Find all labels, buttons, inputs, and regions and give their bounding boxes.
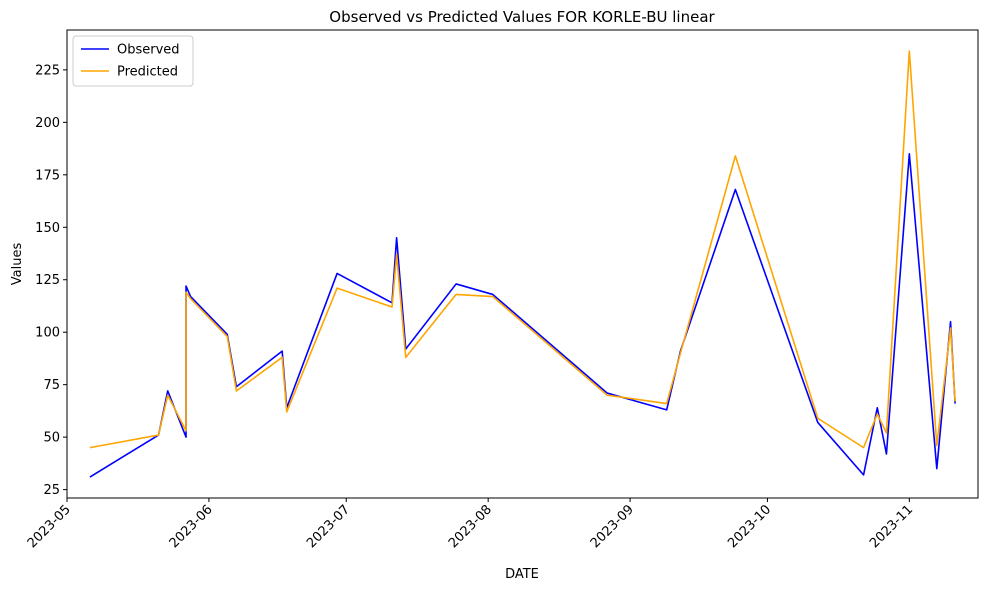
y-tick-label: 150 [35,221,60,236]
legend-label-observed: Observed [117,43,180,58]
series-line-observed [89,153,956,478]
y-axis-label: Values [10,243,25,286]
y-tick-label: 200 [35,116,60,131]
y-tick-label: 100 [35,326,60,341]
y-tick-label: 75 [43,378,60,393]
x-tick-label: 2023-05 [25,502,74,551]
y-tick-label: 125 [35,273,60,288]
x-tick-label: 2023-08 [446,502,495,551]
x-tick-label: 2023-11 [867,502,916,551]
x-tick-label: 2023-09 [588,502,637,551]
series-line-predicted [89,50,956,449]
y-tick-label: 225 [35,63,60,78]
chart-title: Observed vs Predicted Values FOR KORLE-B… [329,8,715,26]
x-tick-label: 2023-10 [725,502,774,551]
x-tick-label: 2023-06 [167,502,216,551]
legend-label-predicted: Predicted [117,65,178,80]
x-axis-label: DATE [505,567,539,582]
y-tick-label: 175 [35,168,60,183]
plot-frame [66,29,979,499]
y-tick-label: 50 [43,431,60,446]
plot-area: 25 50 75 100 125 150 175 200 225 2023-05 2023-06 20… [25,29,979,551]
y-tick-label: 25 [43,483,60,498]
x-tick-label: 2023-07 [304,502,353,551]
